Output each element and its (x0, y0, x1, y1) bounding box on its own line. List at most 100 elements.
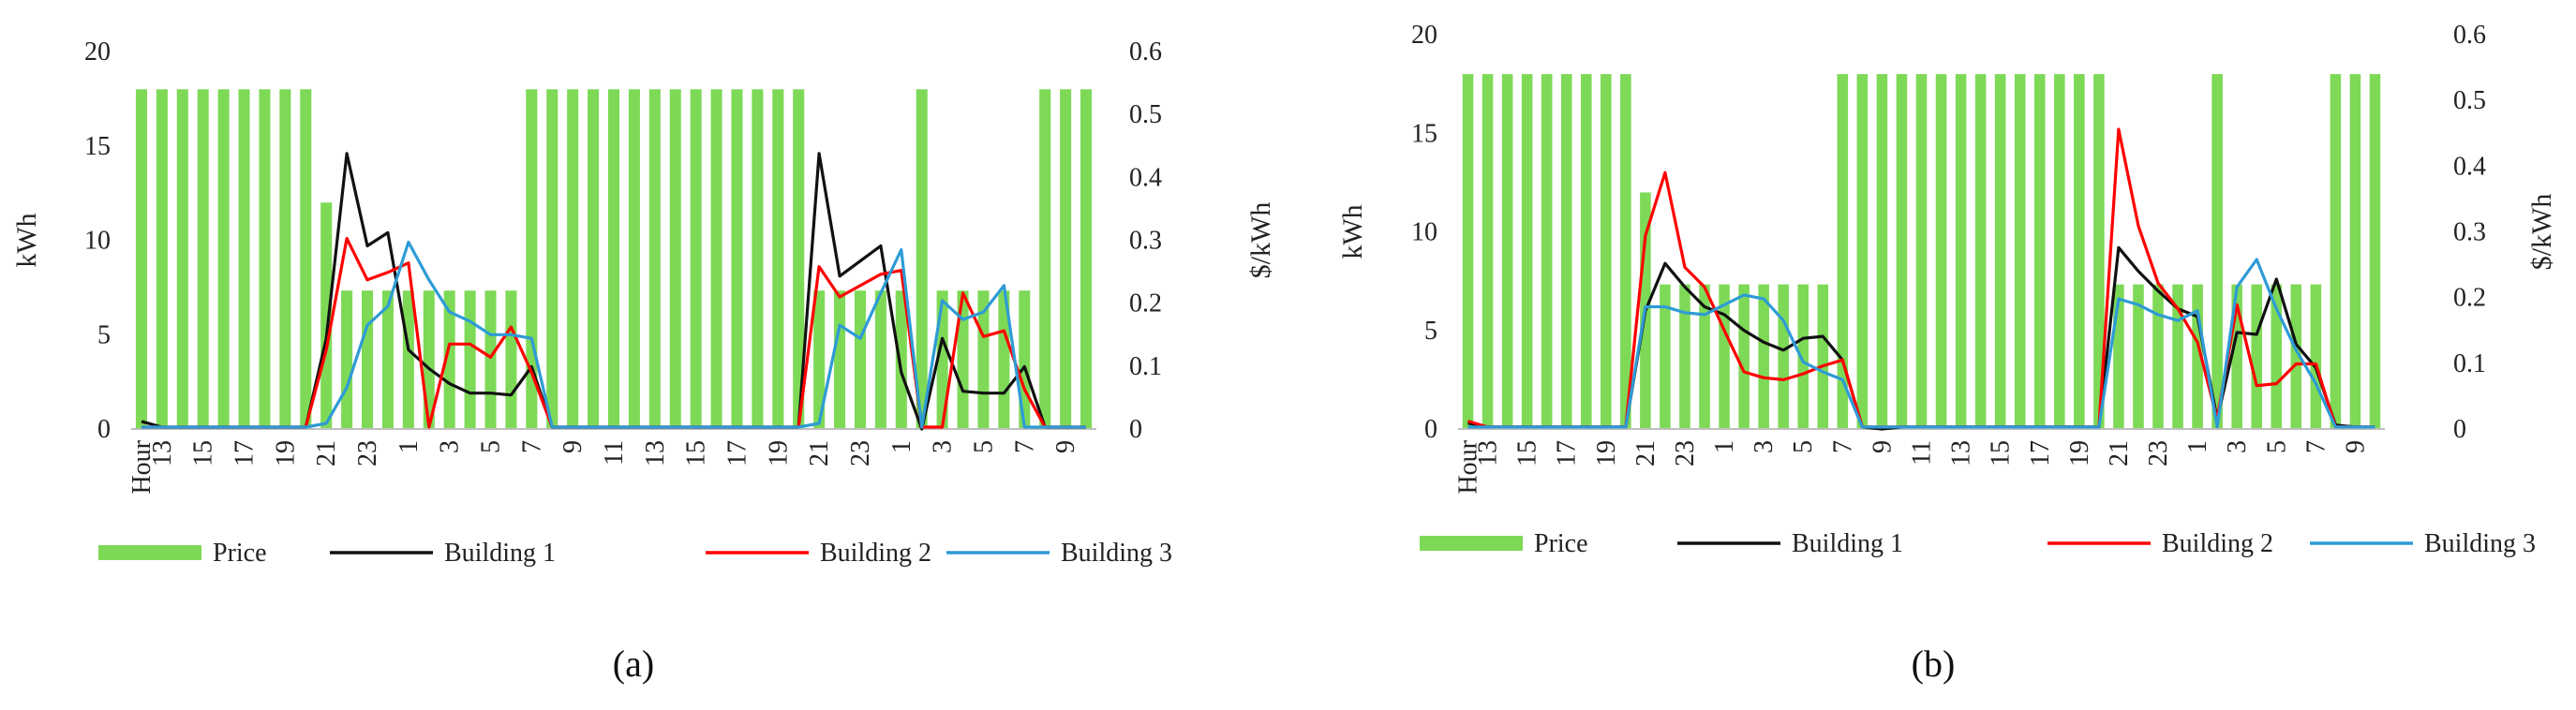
price-bar (710, 89, 722, 430)
price-bar (1915, 74, 1928, 429)
price-bar (2231, 284, 2242, 429)
x-tick-label: 11 (600, 440, 629, 466)
y-right-tick-label: 0.4 (2453, 152, 2486, 181)
x-tick-label: Hour (1454, 439, 1483, 494)
price-bar (628, 89, 640, 430)
price-bar (1876, 74, 1888, 429)
price-bar (484, 290, 497, 429)
x-tick-label: 9 (1868, 440, 1897, 453)
legend-label: Building 3 (2424, 529, 2536, 558)
price-bar (1935, 74, 1947, 429)
price-bar (669, 89, 681, 430)
x-tick-label: Hour (127, 439, 156, 494)
price-bar (1896, 74, 1908, 429)
y-left-axis-title: kWh (1337, 204, 1368, 259)
price-bar (2093, 74, 2105, 429)
y-left-tick-label: 15 (1411, 119, 1437, 148)
y-right-tick-label: 0.1 (2453, 349, 2486, 378)
x-tick-label: 9 (558, 440, 588, 453)
x-tick-label: 11 (1908, 440, 1937, 466)
price-bar (2054, 74, 2065, 429)
x-tick-label: 3 (929, 440, 958, 453)
price-bar (1039, 89, 1051, 430)
price-bar (443, 290, 455, 429)
x-tick-label: 5 (2262, 440, 2291, 453)
x-tick-label: 21 (312, 440, 341, 466)
x-tick-label: 15 (189, 440, 218, 466)
x-tick-label: 1 (2183, 440, 2212, 453)
x-tick-label: 23 (2144, 440, 2173, 466)
x-tick-label: 13 (641, 440, 670, 466)
price-bar (1699, 284, 1710, 429)
price-bar (1758, 284, 1769, 429)
price-bar (1580, 74, 1592, 429)
legend-label: Price (213, 539, 267, 568)
y-right-tick-label: 0.1 (1129, 352, 1162, 381)
price-bar (2310, 284, 2322, 429)
x-tick-label: 9 (2341, 440, 2370, 453)
y-left-tick-label: 10 (84, 227, 111, 256)
price-bar (1856, 74, 1869, 429)
price-bar (197, 89, 209, 430)
series-line-building-3 (1467, 258, 2375, 429)
price-bar (1797, 284, 1809, 429)
x-tick-label: 23 (846, 440, 875, 466)
y-left-tick-label: 20 (84, 37, 111, 67)
price-bar (1541, 74, 1553, 429)
price-bar (1601, 74, 1612, 429)
price-bar (1501, 74, 1513, 429)
price-bar (2349, 74, 2361, 429)
x-tick-label: 17 (231, 440, 260, 466)
price-bar (957, 290, 969, 429)
y-right-axis-title: $/kWh (1245, 202, 1276, 279)
price-bar (135, 89, 147, 430)
price-bar (834, 290, 846, 429)
legend-label: Building 1 (1792, 529, 1903, 558)
x-tick-label: 13 (1474, 440, 1503, 466)
x-tick-label: 3 (2223, 440, 2252, 453)
price-bar (2014, 74, 2026, 429)
price-bar (752, 89, 764, 430)
price-bar (793, 89, 805, 430)
legend-label: Building 3 (1061, 539, 1172, 568)
x-tick-label: 1 (1710, 440, 1739, 453)
price-bar (1837, 74, 1849, 429)
price-bar (2290, 284, 2302, 429)
price-bar (279, 89, 291, 430)
x-tick-label: 15 (682, 440, 711, 466)
x-tick-label: 17 (1553, 440, 1582, 466)
y-left-tick-label: 0 (1424, 415, 1437, 444)
legend-label: Building 1 (444, 539, 556, 568)
price-bar (2271, 284, 2283, 429)
price-bar (1994, 74, 2006, 429)
x-tick-label: 23 (1671, 440, 1700, 466)
y-right-tick-label: 0.2 (2453, 284, 2486, 313)
x-tick-label: 5 (477, 440, 506, 453)
price-bar (2172, 284, 2183, 429)
price-bar (1660, 284, 1671, 429)
price-bar (1778, 284, 1789, 429)
y-right-tick-label: 0 (1129, 415, 1142, 444)
y-right-tick-label: 0.2 (1129, 289, 1162, 318)
price-bar (854, 290, 867, 429)
y-left-tick-label: 10 (1411, 218, 1437, 247)
y-right-tick-label: 0 (2453, 415, 2466, 444)
price-bar (567, 89, 579, 430)
x-tick-label: 9 (1051, 440, 1080, 453)
x-tick-label: 19 (2065, 440, 2094, 466)
price-bar (464, 290, 476, 429)
y-right-axis-title: $/kWh (2526, 194, 2557, 271)
price-bar (2033, 74, 2046, 429)
x-tick-label: 19 (1592, 440, 1621, 466)
price-bar (874, 290, 886, 429)
price-bar (1560, 74, 1572, 429)
price-bar (2211, 74, 2223, 429)
price-bar (1719, 284, 1730, 429)
panel-caption: (b) (1912, 643, 1956, 685)
price-bar (546, 89, 558, 430)
legend-label: Price (1534, 529, 1588, 558)
y-left-tick-label: 0 (97, 415, 111, 444)
x-tick-label: 5 (969, 440, 998, 453)
y-right-tick-label: 0.6 (2453, 21, 2486, 50)
